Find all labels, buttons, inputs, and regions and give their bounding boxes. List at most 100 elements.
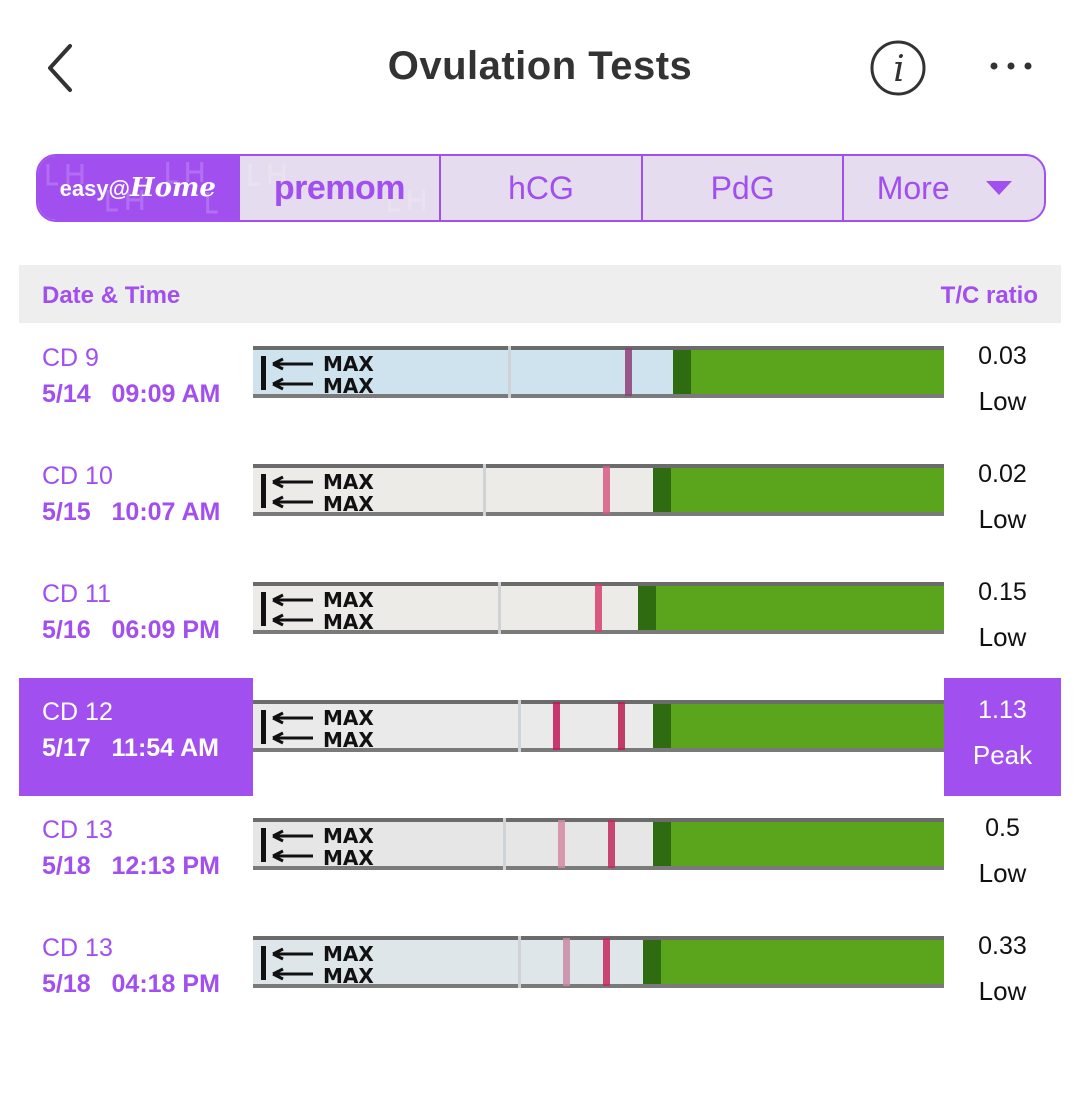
test-datetime: 5/16 06:09 PM: [42, 616, 220, 645]
max-marking-top: MAX: [323, 942, 374, 966]
strip-handle-shade: [653, 822, 671, 866]
app-header: Ovulation Tests i: [0, 0, 1080, 140]
svg-text:i: i: [893, 49, 905, 90]
test-date: 5/17: [42, 734, 91, 762]
strip-window-edge: [518, 936, 521, 988]
test-row[interactable]: CD 9 5/14 09:09 AM MAX MAX 0.03 Low: [19, 324, 1061, 442]
test-row[interactable]: CD 12 5/17 11:54 AM MAX MAX 1.13 Peak: [19, 678, 1061, 796]
max-arrow-icon: [272, 475, 313, 509]
strip-window-edge: [483, 464, 486, 516]
row-ratio-cell: 0.33 Low: [944, 914, 1061, 1032]
test-row[interactable]: CD 10 5/15 10:07 AM MAX MAX 0.02 Low: [19, 442, 1061, 560]
test-line-mark: [558, 820, 565, 868]
strip-bottom-shadow: [253, 748, 944, 752]
tab-hcg-label: hCG: [508, 169, 574, 206]
test-strip-image: MAX MAX: [253, 818, 944, 870]
max-arrow-icon: [272, 357, 313, 391]
strip-bottom-shadow: [253, 394, 944, 398]
max-arrow-icon: [272, 711, 313, 745]
row-date-cell: CD 12 5/17 11:54 AM: [19, 678, 253, 796]
strip-window-edge: [498, 582, 501, 634]
max-marking-top: MAX: [323, 588, 374, 612]
strip-handle-shade: [653, 704, 671, 748]
test-time: 06:09 PM: [111, 616, 220, 644]
test-time: 11:54 AM: [111, 734, 219, 762]
max-marking-bottom: MAX: [323, 492, 374, 516]
strip-bottom-shadow: [253, 984, 944, 988]
strip-green-handle: [673, 350, 944, 394]
tab-pattern: [248, 164, 425, 212]
test-line-mark: [553, 702, 560, 750]
strip-end-tick: [261, 356, 266, 390]
lh-level-label: Peak: [972, 740, 1033, 770]
lh-level-label: Low: [978, 858, 1027, 888]
tc-ratio-value: 0.02: [978, 460, 1027, 488]
strip-end-tick: [261, 710, 266, 744]
lh-level-label: Low: [978, 386, 1027, 416]
test-strip-image: MAX MAX: [253, 582, 944, 634]
strip-end-tick: [261, 946, 266, 980]
row-date-cell: CD 10 5/15 10:07 AM: [19, 442, 253, 560]
more-options-icon[interactable]: [986, 44, 1036, 88]
row-ratio-cell: 0.15 Low: [944, 560, 1061, 678]
test-date: 5/16: [42, 616, 91, 644]
max-marking-bottom: MAX: [323, 374, 374, 398]
tab-easy-home[interactable]: easy@Home: [38, 156, 238, 220]
cycle-day: CD 12: [42, 698, 113, 726]
brand-tabs: easy@Home premom hCG PdG More: [36, 154, 1046, 222]
strip-top-shadow: [253, 700, 944, 704]
strip-window-edge: [503, 818, 506, 870]
test-strip-image: MAX MAX: [253, 346, 944, 398]
test-strip-image: MAX MAX: [253, 700, 944, 752]
strip-top-shadow: [253, 818, 944, 822]
max-marking-bottom: MAX: [323, 846, 374, 870]
back-arrow-icon[interactable]: [40, 40, 90, 96]
max-arrow-icon: [272, 947, 313, 981]
test-date: 5/14: [42, 380, 91, 408]
test-strip-image: MAX MAX: [253, 936, 944, 988]
strip-end-tick: [261, 828, 266, 862]
max-marking-top: MAX: [323, 470, 374, 494]
cycle-day: CD 10: [42, 462, 113, 490]
row-ratio-cell: 0.03 Low: [944, 324, 1061, 442]
strip-end-tick: [261, 592, 266, 626]
tc-ratio-value: 0.5: [985, 814, 1020, 842]
test-row[interactable]: CD 13 5/18 12:13 PM MAX MAX 0.5 Low: [19, 796, 1061, 914]
row-date-cell: CD 13 5/18 12:13 PM: [19, 796, 253, 914]
tab-pattern: [46, 162, 218, 214]
lh-level-label: Low: [978, 976, 1027, 1006]
test-line-mark: [595, 584, 602, 632]
test-datetime: 5/14 09:09 AM: [42, 380, 220, 409]
test-line-mark: [625, 348, 632, 396]
test-date: 5/18: [42, 852, 91, 880]
tab-pdg[interactable]: PdG: [640, 156, 843, 220]
strip-green-handle: [653, 822, 944, 866]
tc-ratio-value: 1.13: [978, 696, 1027, 724]
test-row[interactable]: CD 11 5/16 06:09 PM MAX MAX 0.15 Low: [19, 560, 1061, 678]
easy-home-logo-text: easy@: [59, 176, 131, 201]
easy-home-logo-home: Home: [130, 173, 216, 203]
tab-more-label: More: [876, 169, 950, 206]
tab-hcg[interactable]: hCG: [439, 156, 641, 220]
strip-bottom-shadow: [253, 866, 944, 870]
strip-window-edge: [508, 346, 511, 398]
info-icon[interactable]: i: [868, 38, 928, 98]
strip-handle-shade: [653, 468, 671, 512]
max-marking-top: MAX: [323, 706, 374, 730]
max-arrow-icon: [272, 829, 313, 863]
test-row[interactable]: CD 13 5/18 04:18 PM MAX MAX 0.33 Low: [19, 914, 1061, 1032]
test-datetime: 5/15 10:07 AM: [42, 498, 220, 527]
strip-window-edge: [518, 700, 521, 752]
tab-more[interactable]: More: [842, 156, 1044, 220]
tab-premom[interactable]: premom: [237, 156, 440, 220]
strip-handle-shade: [638, 586, 656, 630]
test-datetime: 5/18 04:18 PM: [42, 970, 220, 999]
tc-ratio-value: 0.03: [978, 342, 1027, 370]
test-time: 04:18 PM: [111, 970, 220, 998]
test-line-mark: [603, 938, 610, 986]
strip-green-handle: [638, 586, 944, 630]
cycle-day: CD 11: [42, 580, 112, 608]
test-line-mark: [563, 938, 570, 986]
cycle-day: CD 9: [42, 344, 99, 372]
max-arrow-icon: [272, 593, 313, 627]
